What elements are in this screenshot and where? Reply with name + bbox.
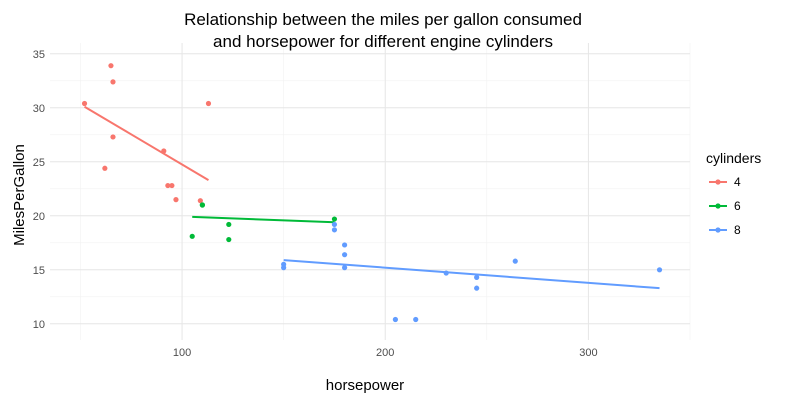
- legend-key-point: [715, 227, 721, 233]
- y-tick-label: 15: [33, 265, 45, 277]
- fit-line-8-cyl: [283, 259, 660, 290]
- fit-lines: [84, 105, 660, 290]
- y-tick-label: 30: [33, 103, 45, 115]
- tick-labels: 100 200 300 10 15 20 25 30 35: [33, 49, 598, 359]
- legend-label: 4: [734, 175, 741, 189]
- data-point-4-cyl: [81, 100, 88, 107]
- chart-title-line2: and horsepower for different engine cyli…: [213, 32, 553, 51]
- data-point-8-cyl: [512, 258, 518, 264]
- x-tick-label: 100: [173, 347, 191, 359]
- legend-label: 8: [734, 223, 741, 237]
- legend: cylinders 4 6 8: [706, 150, 761, 237]
- legend-title: cylinders: [706, 150, 761, 166]
- data-point-8-cyl: [342, 242, 348, 248]
- data-point-4-cyl: [205, 100, 212, 107]
- data-point-6-cyl: [226, 236, 232, 243]
- legend-item-4-cyl: 4: [709, 175, 741, 189]
- legend-label: 6: [734, 199, 741, 213]
- x-axis-label: horsepower: [326, 377, 404, 394]
- grid: [50, 43, 691, 340]
- data-point-8-cyl: [392, 316, 398, 323]
- data-points: [81, 63, 663, 323]
- data-point-8-cyl: [331, 227, 338, 233]
- data-point-8-cyl: [281, 265, 287, 271]
- legend-item-8-cyl: 8: [709, 223, 741, 237]
- chart-title-line1: Relationship between the miles per gallo…: [184, 10, 582, 29]
- data-point-8-cyl: [342, 252, 348, 258]
- fit-line-4-cyl: [84, 105, 209, 182]
- data-point-8-cyl: [413, 316, 419, 323]
- data-point-4-cyl: [197, 198, 203, 204]
- y-tick-label: 10: [33, 319, 45, 331]
- x-tick-label: 300: [579, 347, 597, 359]
- data-point-4-cyl: [169, 182, 175, 189]
- data-point-6-cyl: [199, 202, 205, 208]
- y-tick-label: 20: [33, 211, 45, 223]
- legend-key-point: [715, 203, 721, 209]
- data-point-8-cyl: [443, 270, 449, 276]
- data-point-8-cyl: [474, 274, 480, 280]
- legend-item-6-cyl: 6: [709, 199, 741, 213]
- data-point-6-cyl: [331, 216, 338, 222]
- data-point-8-cyl: [342, 265, 348, 271]
- data-point-4-cyl: [102, 165, 108, 171]
- data-point-4-cyl: [110, 79, 116, 85]
- x-tick-label: 200: [376, 347, 394, 359]
- y-tick-label: 35: [33, 49, 45, 61]
- legend-key-point: [715, 179, 721, 185]
- fit-line-6-cyl: [192, 215, 335, 224]
- y-tick-label: 25: [33, 157, 45, 169]
- data-point-4-cyl: [108, 63, 114, 69]
- data-point-4-cyl: [161, 148, 167, 154]
- data-point-6-cyl: [189, 233, 195, 239]
- data-point-8-cyl: [474, 285, 480, 291]
- data-point-8-cyl: [656, 267, 663, 273]
- data-point-6-cyl: [226, 221, 232, 228]
- data-point-4-cyl: [165, 182, 171, 189]
- y-axis-label: MilesPerGallon: [11, 144, 28, 246]
- data-point-8-cyl: [331, 221, 338, 228]
- data-point-4-cyl: [173, 197, 179, 203]
- data-point-4-cyl: [110, 134, 116, 140]
